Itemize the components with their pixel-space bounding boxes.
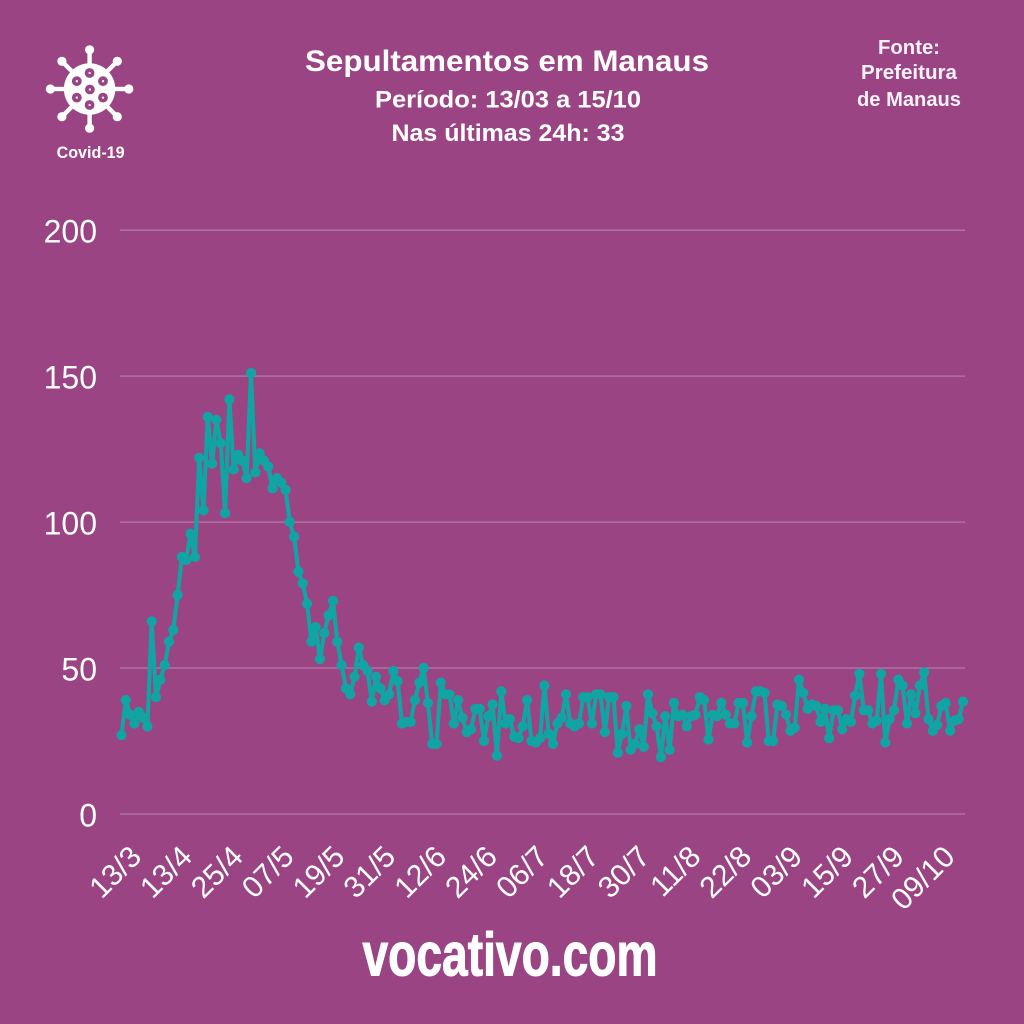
svg-text:Sepultamentos em Manaus: Sepultamentos em Manaus bbox=[305, 45, 709, 78]
svg-text:100: 100 bbox=[44, 506, 97, 542]
svg-text:vocativo.com: vocativo.com bbox=[363, 921, 658, 989]
svg-text:0: 0 bbox=[79, 798, 97, 834]
svg-text:50: 50 bbox=[61, 652, 97, 688]
svg-text:200: 200 bbox=[44, 214, 97, 250]
svg-text:Covid-19: Covid-19 bbox=[57, 144, 125, 162]
svg-text:Nas últimas 24h: 33: Nas últimas 24h: 33 bbox=[392, 120, 625, 147]
svg-text:Fonte:: Fonte: bbox=[878, 37, 940, 59]
svg-text:de Manaus: de Manaus bbox=[857, 89, 961, 111]
svg-text:Período: 13/03 a 15/10: Período: 13/03 a 15/10 bbox=[375, 87, 641, 114]
svg-text:150: 150 bbox=[44, 360, 97, 396]
svg-text:Prefeitura: Prefeitura bbox=[861, 62, 958, 84]
